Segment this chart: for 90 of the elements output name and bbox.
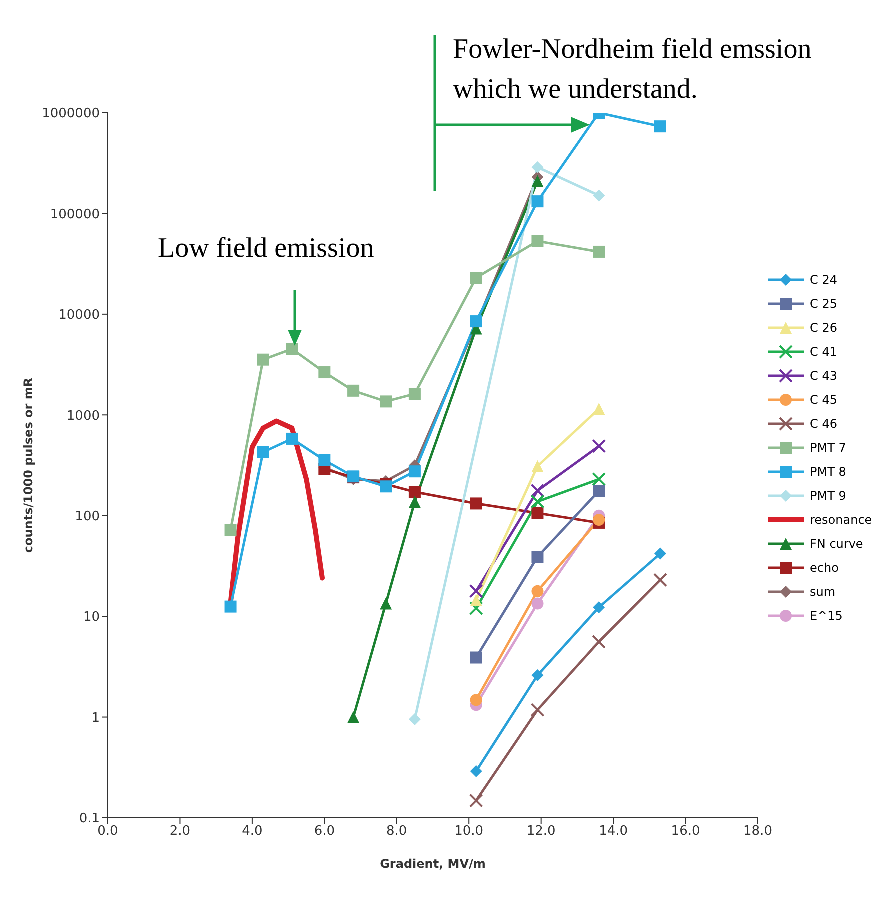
y-tick-label: 1 xyxy=(92,710,100,726)
point xyxy=(470,498,482,510)
point xyxy=(530,484,545,498)
point xyxy=(593,403,606,416)
point xyxy=(530,494,545,509)
point xyxy=(592,634,606,649)
legend-label: E^15 xyxy=(810,609,843,623)
x-tick-label: 0.0 xyxy=(98,824,118,840)
point xyxy=(348,711,360,724)
point xyxy=(408,496,421,508)
point xyxy=(593,485,606,498)
point xyxy=(532,507,544,520)
point xyxy=(532,161,544,174)
point xyxy=(530,703,545,718)
point xyxy=(470,694,482,706)
point xyxy=(593,190,606,202)
point xyxy=(592,439,606,454)
point xyxy=(380,480,392,493)
point xyxy=(532,669,544,682)
point xyxy=(257,354,270,366)
point xyxy=(470,652,482,664)
point xyxy=(286,343,298,356)
annotation: Low field emission xyxy=(158,233,374,265)
point xyxy=(654,120,666,133)
point xyxy=(257,446,270,458)
legend-label: C 24 xyxy=(810,273,838,287)
point xyxy=(348,384,360,397)
legend-label: resonance xyxy=(810,513,872,527)
point xyxy=(592,472,606,486)
legend-label: sum xyxy=(810,585,836,599)
point xyxy=(532,585,544,598)
point xyxy=(408,714,421,726)
x-tick-label: 14.0 xyxy=(599,824,628,840)
legend-label: C 25 xyxy=(810,297,838,311)
point xyxy=(470,316,482,328)
x-axis-title: Gradient, MV/m xyxy=(380,857,486,871)
point xyxy=(593,602,606,614)
x-tick-label: 6.0 xyxy=(314,824,336,840)
y-tick-label: 1000000 xyxy=(42,106,100,122)
point xyxy=(318,454,331,466)
y-tick-label: 100 xyxy=(75,509,100,524)
x-tick-label: 16.0 xyxy=(671,824,700,840)
legend-label: PMT 9 xyxy=(810,489,846,503)
legend-label: C 45 xyxy=(810,393,838,407)
point xyxy=(224,600,237,613)
point xyxy=(224,524,237,536)
legend-label: C 46 xyxy=(810,417,838,431)
point xyxy=(469,602,484,616)
y-tick-label: 10000 xyxy=(58,308,100,324)
point xyxy=(532,460,544,472)
point xyxy=(380,598,392,610)
x-tick-label: 18.0 xyxy=(744,824,772,840)
point xyxy=(532,551,544,564)
point xyxy=(593,246,606,258)
point xyxy=(532,235,544,248)
legend-label: PMT 7 xyxy=(810,441,846,455)
point xyxy=(470,272,482,284)
point xyxy=(469,584,484,598)
legend-label: FN curve xyxy=(810,537,864,551)
point xyxy=(532,175,544,188)
y-tick-label: 0.1 xyxy=(79,812,100,827)
point xyxy=(408,388,421,400)
x-tick-label: 12.0 xyxy=(526,824,556,840)
point xyxy=(318,366,331,379)
legend-label: C 41 xyxy=(810,345,838,359)
point xyxy=(408,466,421,478)
x-tick-label: 4.0 xyxy=(242,824,263,840)
y-axis-title: counts/1000 pulses or mR xyxy=(21,378,36,554)
point xyxy=(286,432,298,445)
point xyxy=(470,765,482,778)
y-tick-label: 10 xyxy=(83,610,100,626)
point xyxy=(654,548,666,560)
x-tick-label: 10.0 xyxy=(454,824,484,840)
x-tick-label: 2.0 xyxy=(170,824,191,840)
point xyxy=(593,514,606,526)
x-tick-label: 8.0 xyxy=(386,824,408,840)
point xyxy=(470,594,482,606)
point xyxy=(408,486,421,498)
point xyxy=(654,573,668,588)
legend-label: C 26 xyxy=(810,321,838,335)
y-tick-label: 1000 xyxy=(66,408,100,424)
legend-label: PMT 8 xyxy=(810,465,846,479)
point xyxy=(469,794,484,808)
text: Fowler-Nordheim field emssion which we understand. xyxy=(453,33,813,107)
point xyxy=(380,396,392,408)
y-tick-label: 100000 xyxy=(50,207,100,222)
point xyxy=(532,598,544,610)
point xyxy=(532,196,544,208)
legend-label: C 43 xyxy=(810,369,838,383)
legend-label: echo xyxy=(810,561,839,575)
